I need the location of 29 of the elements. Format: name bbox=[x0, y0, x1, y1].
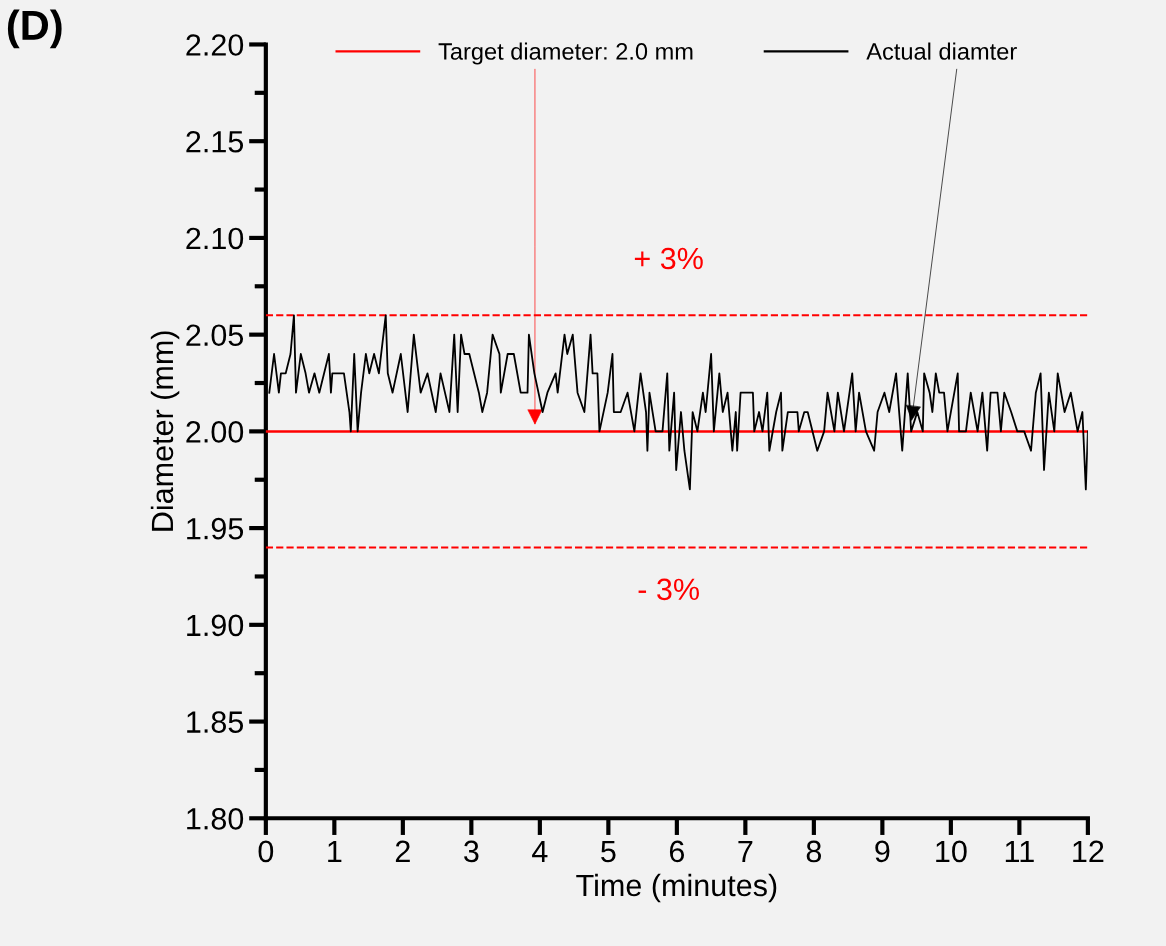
y-tick-label: 1.95 bbox=[187, 517, 244, 540]
x-tick-label: 9 bbox=[875, 840, 890, 863]
x-tick-label: 7 bbox=[738, 840, 753, 862]
y-axis-title: Diameter (mm) bbox=[150, 331, 180, 531]
annotation: - 3% bbox=[638, 578, 699, 601]
x-tick-label: 12 bbox=[1073, 840, 1104, 862]
y-tick-label: 2.05 bbox=[186, 324, 244, 347]
annotation: + 3% bbox=[634, 247, 703, 270]
x-tick-label: 2 bbox=[395, 840, 410, 862]
y-tick-label: 2.00 bbox=[186, 421, 244, 443]
x-tick-label: 11 bbox=[1005, 840, 1034, 862]
x-tick-label: 10 bbox=[936, 840, 967, 863]
y-tick-label: 1.90 bbox=[187, 614, 244, 637]
x-tick-label: 1 bbox=[328, 840, 342, 862]
y-tick-label: 1.80 bbox=[187, 808, 244, 830]
x-tick-label: 3 bbox=[464, 840, 479, 863]
x-axis-title: Time (minutes) bbox=[576, 873, 777, 903]
y-tick-label: 2.20 bbox=[186, 34, 244, 56]
x-tick-label: 4 bbox=[532, 840, 548, 862]
legend-label: Target diameter: 2.0 mm bbox=[438, 42, 693, 65]
text: (D) bbox=[7, 9, 62, 49]
y-tick-label: 2.15 bbox=[186, 130, 244, 153]
x-tick-label: 6 bbox=[669, 840, 685, 863]
y-tick-label: 2.10 bbox=[186, 227, 244, 250]
x-tick-label: 0 bbox=[258, 840, 274, 863]
legend-label: Actual diamter bbox=[866, 42, 1017, 60]
y-tick-label: 1.85 bbox=[187, 711, 244, 733]
x-tick-label: 8 bbox=[806, 840, 822, 863]
x-tick-label: 5 bbox=[601, 840, 616, 863]
